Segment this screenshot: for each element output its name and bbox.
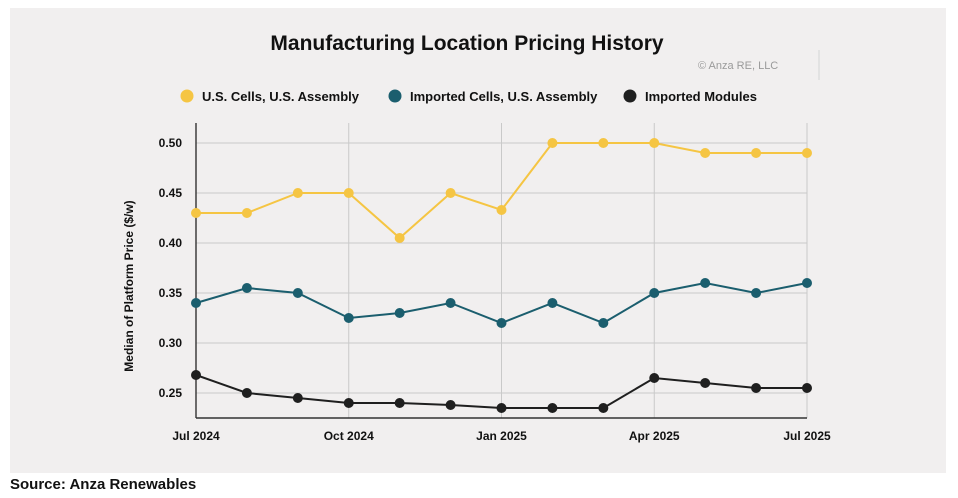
- data-point-s1-0: [191, 298, 201, 308]
- data-point-s0-11: [751, 148, 762, 158]
- data-point-s2-0: [191, 370, 201, 380]
- data-point-s2-5: [445, 400, 456, 410]
- data-point-s1-6: [496, 318, 507, 328]
- data-point-s0-9: [649, 138, 660, 148]
- data-point-s1-9: [649, 288, 660, 298]
- data-point-s0-7: [547, 138, 558, 148]
- data-point-s0-10: [700, 148, 711, 158]
- data-point-s1-3: [343, 313, 354, 323]
- data-point-s2-2: [292, 393, 303, 403]
- data-point-s1-12: [802, 278, 812, 288]
- x-tick-label-0: Jul 2024: [172, 429, 220, 443]
- data-point-s2-12: [802, 383, 812, 393]
- data-point-s0-0: [191, 208, 201, 218]
- data-point-s0-5: [445, 188, 456, 198]
- grid: [196, 123, 808, 418]
- line-chart: Manufacturing Location Pricing History ©…: [122, 32, 831, 443]
- legend-label-1: Imported Cells, U.S. Assembly: [410, 89, 598, 104]
- data-point-s2-10: [700, 378, 711, 388]
- data-point-s1-1: [241, 283, 252, 293]
- data-point-s1-4: [394, 308, 405, 318]
- data-point-s0-12: [802, 148, 812, 158]
- data-point-s0-2: [292, 188, 303, 198]
- legend-label-0: U.S. Cells, U.S. Assembly: [202, 89, 360, 104]
- y-tick-label-0: 0.25: [159, 386, 183, 400]
- x-tick-label-2: Jan 2025: [476, 429, 527, 443]
- data-point-s0-6: [496, 205, 507, 215]
- y-tick-label-2: 0.35: [159, 286, 183, 300]
- data-point-s2-9: [649, 373, 660, 383]
- chart-title: Manufacturing Location Pricing History: [270, 32, 664, 55]
- x-tick-label-4: Jul 2025: [783, 429, 831, 443]
- data-point-s2-4: [394, 398, 405, 408]
- chart-panel: Manufacturing Location Pricing History ©…: [10, 8, 946, 473]
- data-point-s2-3: [343, 398, 354, 408]
- y-tick-label-4: 0.45: [159, 186, 183, 200]
- data-point-s2-1: [241, 388, 252, 398]
- copyright-text: © Anza RE, LLC: [698, 60, 778, 72]
- data-point-s2-11: [751, 383, 762, 393]
- data-point-s1-10: [700, 278, 711, 288]
- data-point-s2-7: [547, 403, 558, 413]
- x-tick-label-1: Oct 2024: [324, 429, 374, 443]
- data-point-s2-8: [598, 403, 609, 413]
- data-point-s2-6: [496, 403, 507, 413]
- legend-marker-0: [180, 89, 194, 103]
- axes: 0.25 0.30 0.35 0.40 0.45 0.50 Jul 2024 Oct 2024…: [159, 123, 831, 443]
- legend-marker-1: [388, 89, 402, 103]
- data-point-s0-4: [394, 233, 405, 243]
- data-point-s1-5: [445, 298, 456, 308]
- x-tick-label-3: Apr 2025: [629, 429, 680, 443]
- y-axis-label: Median of Platform Price ($/w): [122, 200, 136, 371]
- data-point-s0-8: [598, 138, 609, 148]
- data-point-s1-11: [751, 288, 762, 298]
- data-point-s0-1: [241, 208, 252, 218]
- y-tick-label-3: 0.40: [159, 236, 183, 250]
- legend: U.S. Cells, U.S. Assembly Imported Cells,…: [180, 89, 757, 104]
- y-tick-label-1: 0.30: [159, 336, 183, 350]
- y-tick-label-5: 0.50: [159, 136, 183, 150]
- data-point-s0-3: [343, 188, 354, 198]
- data-point-s1-8: [598, 318, 609, 328]
- data-point-s1-7: [547, 298, 558, 308]
- legend-label-2: Imported Modules: [645, 89, 757, 104]
- data-point-s1-2: [292, 288, 303, 298]
- legend-marker-2: [623, 89, 637, 103]
- source-note: Source: Anza Renewables: [10, 476, 197, 493]
- series-layer: [191, 138, 812, 413]
